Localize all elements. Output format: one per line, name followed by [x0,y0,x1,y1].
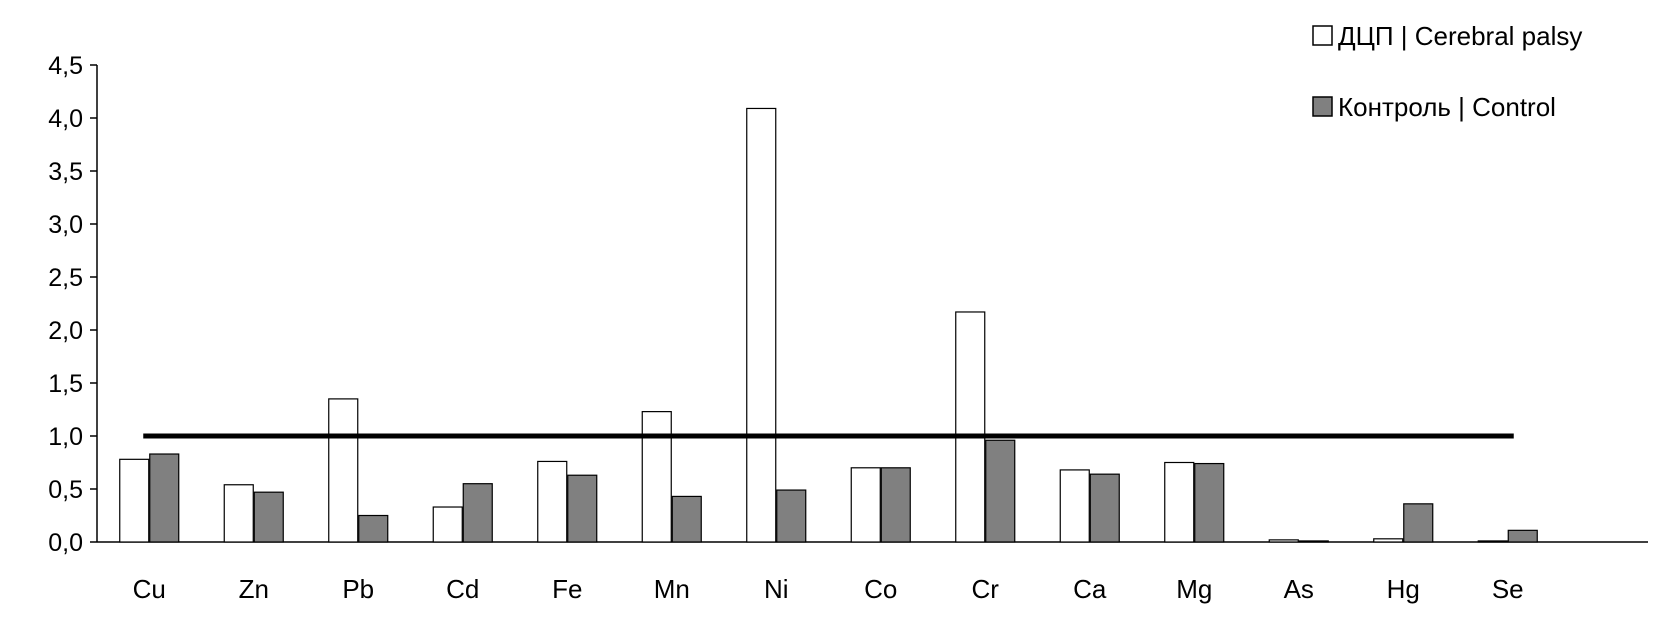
bar-control-hg [1403,503,1434,543]
bar-cerebral-palsy-se [1477,540,1508,543]
legend-swatch-control [1312,96,1333,117]
x-tick-label: Co [864,574,897,604]
bar-cerebral-palsy-as [1268,539,1299,543]
x-tick-label: Cu [133,574,166,604]
x-tick-label: Ca [1073,574,1107,604]
y-tick-label: 3,0 [48,211,83,239]
y-tick-label: 2,5 [48,264,83,292]
x-tick-label: As [1284,574,1314,604]
bar-cerebral-palsy-pb [328,398,359,543]
bar-cerebral-palsy-mn [641,411,672,543]
bar-control-mg [1194,462,1225,543]
y-tick-label: 1,0 [48,423,83,451]
x-tick-label: Cd [446,574,479,604]
bar-control-se [1507,529,1538,543]
x-tick-label: Fe [552,574,582,604]
bar-cerebral-palsy-ni [746,107,777,543]
bar-cerebral-palsy-co [850,467,881,543]
bar-control-cr [985,439,1016,543]
legend-swatch-cerebral-palsy [1312,25,1333,46]
bar-cerebral-palsy-hg [1373,538,1404,543]
legend-label-cerebral-palsy: ДЦП | Cerebral palsy [1338,21,1582,51]
bar-control-as [1298,540,1329,543]
bar-control-mn [671,495,702,543]
y-tick-label: 0,0 [48,529,83,557]
x-tick-label: Mn [654,574,690,604]
bar-cerebral-palsy-fe [537,460,568,543]
legend-label-control: Контроль | Control [1338,92,1556,122]
y-tick-label: 2,0 [48,317,83,345]
bar-control-zn [253,491,284,543]
bar-control-fe [567,474,598,543]
x-tick-label: Pb [342,574,374,604]
x-tick-label: Se [1492,574,1524,604]
bar-control-co [880,467,911,543]
x-tick-label: Cr [972,574,1000,604]
bar-control-cd [462,483,493,543]
x-tick-label: Ni [764,574,789,604]
y-tick-label: 4,0 [48,105,83,133]
bar-control-cu [149,453,180,543]
bar-control-pb [358,514,389,543]
bar-control-ca [1089,473,1120,543]
x-tick-label: Hg [1387,574,1420,604]
y-axis: 0,0 0,5 1,0 1,5 2,0 2,5 3,0 3,5 4,0 4,5 [48,52,98,557]
bar-cerebral-palsy-cu [119,458,150,543]
bar-cerebral-palsy-cd [432,506,463,543]
y-tick-label: 3,5 [48,158,83,186]
x-tick-label: Mg [1176,574,1212,604]
y-tick-label: 0,5 [48,476,83,504]
x-axis: Cu Zn Pb Cd Fe Mn Ni Co Cr Ca Mg As Hg Se [97,541,1648,604]
bar-cerebral-palsy-cr [955,311,986,543]
legend: ДЦП | Cerebral palsy Контроль | Control [1312,21,1582,122]
y-tick-label: 4,5 [48,52,83,80]
bar-cerebral-palsy-mg [1164,461,1195,543]
bars [119,107,1538,543]
bar-cerebral-palsy-zn [223,484,254,543]
x-tick-label: Zn [239,574,269,604]
y-tick-label: 1,5 [48,370,83,398]
bar-cerebral-palsy-ca [1059,469,1090,543]
bar-control-ni [776,489,807,543]
